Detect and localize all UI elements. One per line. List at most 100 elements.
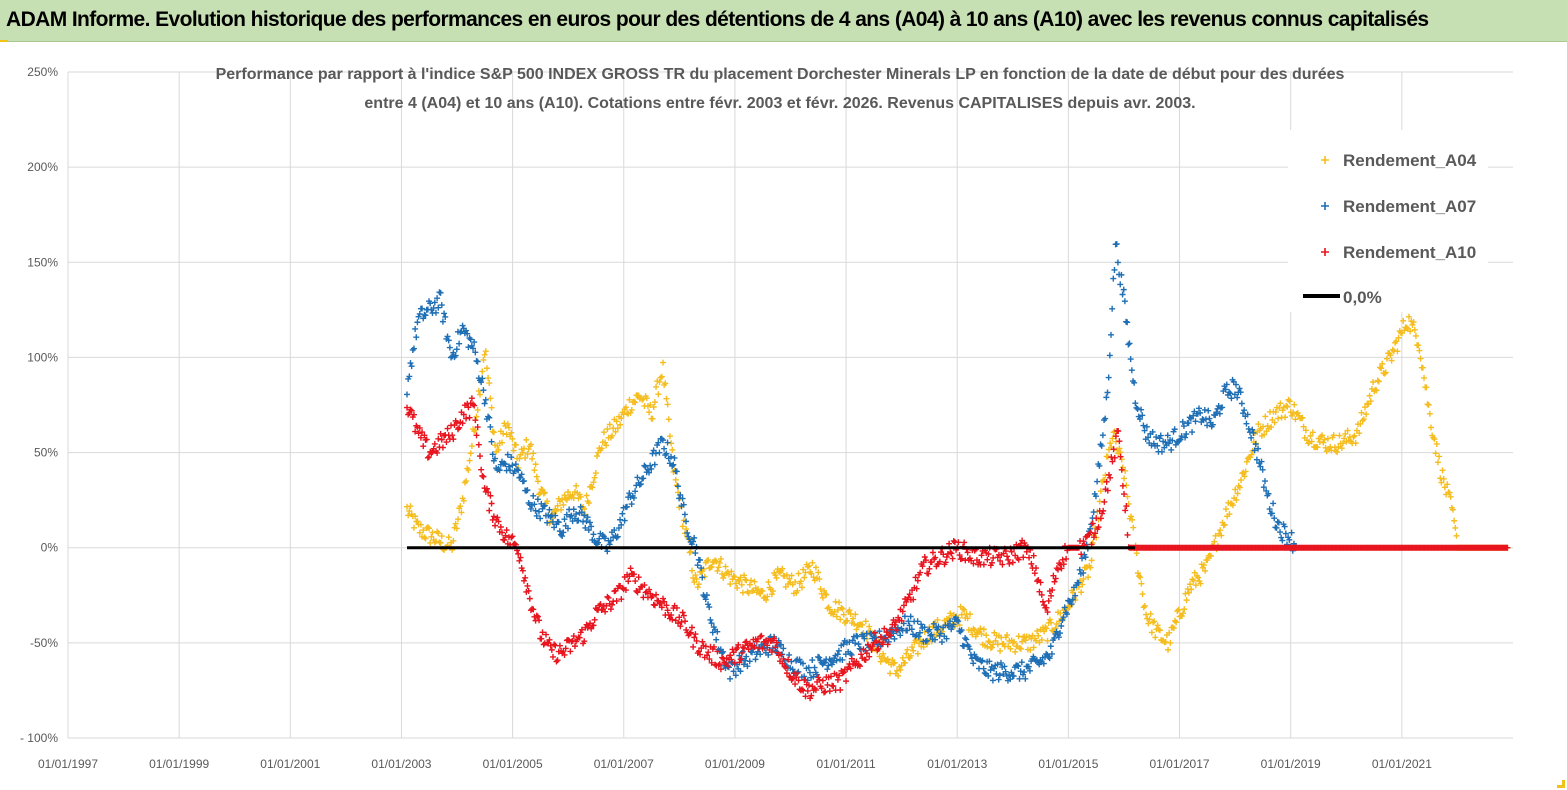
data-point xyxy=(1166,629,1173,636)
data-point xyxy=(1236,385,1243,392)
data-point xyxy=(487,423,494,430)
data-point xyxy=(611,527,618,534)
data-point xyxy=(412,513,419,520)
data-point xyxy=(408,363,415,370)
data-point xyxy=(810,673,817,680)
data-point xyxy=(598,445,605,452)
data-point xyxy=(1030,653,1037,660)
data-point xyxy=(837,686,844,693)
data-point xyxy=(1204,556,1211,563)
data-point xyxy=(1274,518,1281,525)
data-point xyxy=(584,514,591,521)
data-point xyxy=(1055,634,1062,641)
data-point xyxy=(1107,474,1114,481)
data-point xyxy=(816,654,823,661)
data-point xyxy=(407,406,414,413)
data-point xyxy=(1387,352,1394,359)
data-point xyxy=(1130,524,1137,531)
data-point xyxy=(943,554,950,561)
data-point xyxy=(1175,606,1182,613)
data-point xyxy=(866,653,873,660)
data-point xyxy=(1118,271,1125,278)
data-point xyxy=(509,533,516,540)
data-point xyxy=(466,414,473,421)
data-point xyxy=(824,681,831,688)
data-point xyxy=(444,425,451,432)
data-point xyxy=(890,630,897,637)
data-point xyxy=(1176,437,1183,444)
data-point xyxy=(1007,676,1014,683)
data-point xyxy=(852,611,859,618)
data-point xyxy=(993,670,1000,677)
data-point xyxy=(651,461,658,468)
data-point xyxy=(1342,430,1349,437)
data-point xyxy=(921,624,928,631)
data-point xyxy=(435,530,442,537)
data-point xyxy=(530,606,537,613)
data-point xyxy=(504,451,511,458)
data-point xyxy=(442,313,449,320)
data-point xyxy=(1228,395,1235,402)
data-point xyxy=(1008,548,1015,555)
data-point xyxy=(664,439,671,446)
data-point xyxy=(668,440,675,447)
data-point xyxy=(1379,360,1386,367)
data-point xyxy=(546,506,553,513)
data-point xyxy=(454,516,461,523)
data-point xyxy=(1227,390,1234,397)
data-point xyxy=(899,608,906,615)
data-point xyxy=(641,462,648,469)
data-point xyxy=(628,501,635,508)
data-point xyxy=(930,620,937,627)
data-point xyxy=(703,592,710,599)
data-point xyxy=(1154,442,1161,449)
data-point xyxy=(877,658,884,665)
data-point xyxy=(656,600,663,607)
data-point xyxy=(811,664,818,671)
data-point xyxy=(1405,313,1412,320)
data-point xyxy=(881,625,888,632)
data-point xyxy=(1421,374,1428,381)
data-point xyxy=(739,589,746,596)
data-point xyxy=(503,431,510,438)
data-point xyxy=(968,557,975,564)
data-point xyxy=(641,582,648,589)
data-point xyxy=(1007,645,1014,652)
data-point xyxy=(937,630,944,637)
data-point xyxy=(1124,319,1131,326)
data-point xyxy=(737,656,744,663)
data-point xyxy=(590,622,597,629)
data-point xyxy=(1117,281,1124,288)
data-point xyxy=(551,641,558,648)
data-point xyxy=(1202,567,1209,574)
data-point xyxy=(432,538,439,545)
data-point xyxy=(578,509,585,516)
data-point xyxy=(1216,410,1223,417)
data-point xyxy=(738,581,745,588)
data-point xyxy=(1158,448,1165,455)
data-point xyxy=(741,572,748,579)
data-point xyxy=(1139,591,1146,598)
data-point xyxy=(563,511,570,518)
data-point xyxy=(1260,484,1267,491)
data-point xyxy=(595,539,602,546)
data-point xyxy=(1023,548,1030,555)
legend-marker xyxy=(1321,156,1329,164)
data-point xyxy=(969,631,976,638)
data-point xyxy=(713,636,720,643)
data-point xyxy=(663,602,670,609)
data-point xyxy=(656,449,663,456)
data-point xyxy=(1060,561,1067,568)
data-point xyxy=(1250,429,1257,436)
data-point xyxy=(660,359,667,366)
data-point xyxy=(604,548,611,555)
data-point xyxy=(1307,432,1314,439)
data-point xyxy=(647,401,654,408)
data-point xyxy=(525,587,532,594)
data-point xyxy=(1249,426,1256,433)
data-point xyxy=(893,667,900,674)
data-point xyxy=(1416,347,1423,354)
data-point xyxy=(1453,532,1460,539)
data-point xyxy=(1341,435,1348,442)
data-point xyxy=(1055,566,1062,573)
